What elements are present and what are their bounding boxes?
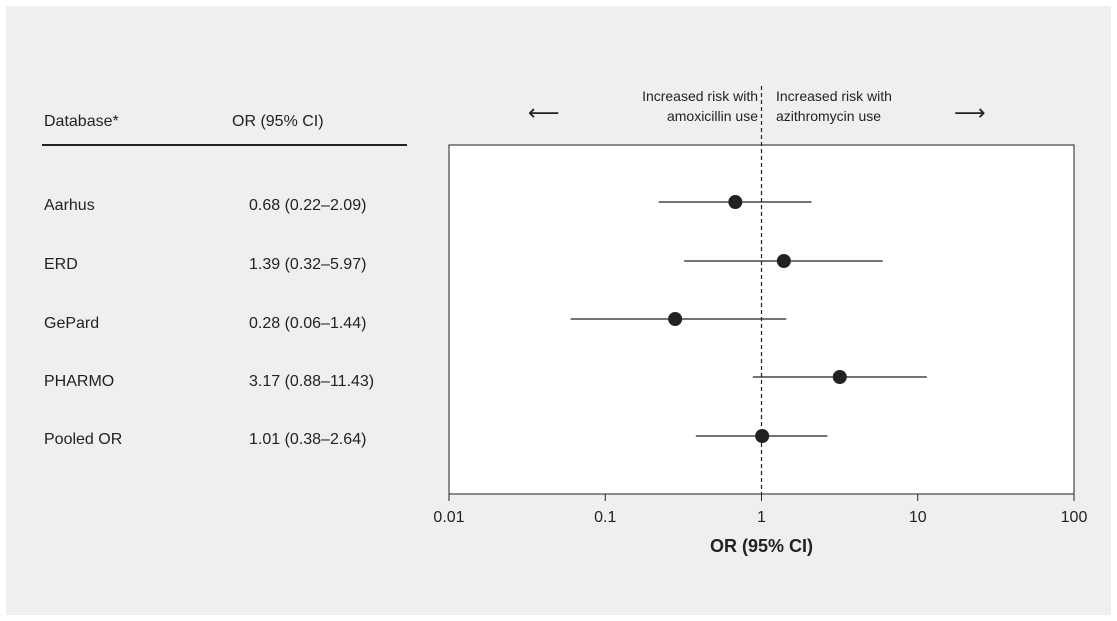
x-tick-label: 0.01 (433, 509, 464, 526)
header-rule (42, 144, 407, 146)
or-value-label: 0.28 (0.06–1.44) (249, 315, 367, 332)
note-amoxicillin: Increased risk with amoxicillin use (642, 86, 758, 126)
note-amoxicillin-line1: Increased risk with (642, 88, 758, 104)
x-axis-label: OR (95% CI) (710, 536, 813, 556)
or-point (832, 370, 847, 384)
or-value-label: 0.68 (0.22–2.09) (249, 197, 367, 214)
or-column-header: OR (95% CI) (232, 113, 324, 130)
or-value-label: 3.17 (0.88–11.43) (249, 373, 375, 390)
or-value-label: 1.01 (0.38–2.64) (249, 431, 367, 448)
database-column-header: Database* (44, 113, 119, 130)
note-azithromycin: Increased risk with azithromycin use (776, 86, 892, 126)
forest-chart-svg: 0.01 0.1 1 10 100 OR (95% CI) (433, 86, 1088, 556)
x-tick-label: 100 (1061, 509, 1088, 526)
or-value-label: 1.39 (0.32–5.97) (249, 256, 367, 273)
or-point (668, 312, 683, 326)
database-label: PHARMO (44, 373, 115, 390)
database-label: Aarhus (44, 197, 95, 214)
x-tick-label: 0.1 (594, 509, 616, 526)
database-label: Pooled OR (44, 431, 123, 448)
database-label: GePard (44, 315, 100, 332)
x-tick-label: 10 (909, 509, 927, 526)
x-tick-label: 1 (757, 509, 766, 526)
note-amoxicillin-line2: amoxicillin use (666, 108, 758, 124)
or-point (776, 254, 791, 268)
note-azithromycin-line1: Increased risk with (776, 88, 892, 104)
note-azithromycin-line2: azithromycin use (776, 108, 882, 124)
or-point (728, 195, 743, 209)
forest-plot-figure: Database* OR (95% CI) Aarhus 0.68 (0.22–2… (6, 6, 1111, 615)
right-arrow-icon: ⟶ (954, 100, 986, 125)
left-arrow-icon: ⟵ (528, 100, 560, 125)
database-label: ERD (44, 256, 78, 273)
or-point (755, 429, 770, 443)
